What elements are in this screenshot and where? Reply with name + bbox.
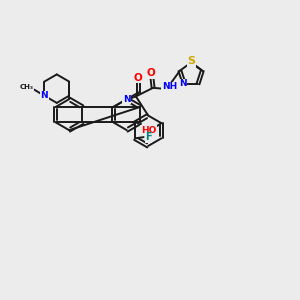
Text: CH₃: CH₃ xyxy=(20,84,34,90)
Text: N: N xyxy=(40,91,48,100)
Text: S: S xyxy=(187,56,195,66)
Text: N: N xyxy=(179,79,187,88)
Text: O: O xyxy=(146,68,155,78)
Text: F: F xyxy=(145,132,152,142)
Text: HO: HO xyxy=(141,125,156,134)
Text: O: O xyxy=(134,73,142,83)
Text: N: N xyxy=(123,95,130,104)
Text: NH: NH xyxy=(162,82,177,91)
